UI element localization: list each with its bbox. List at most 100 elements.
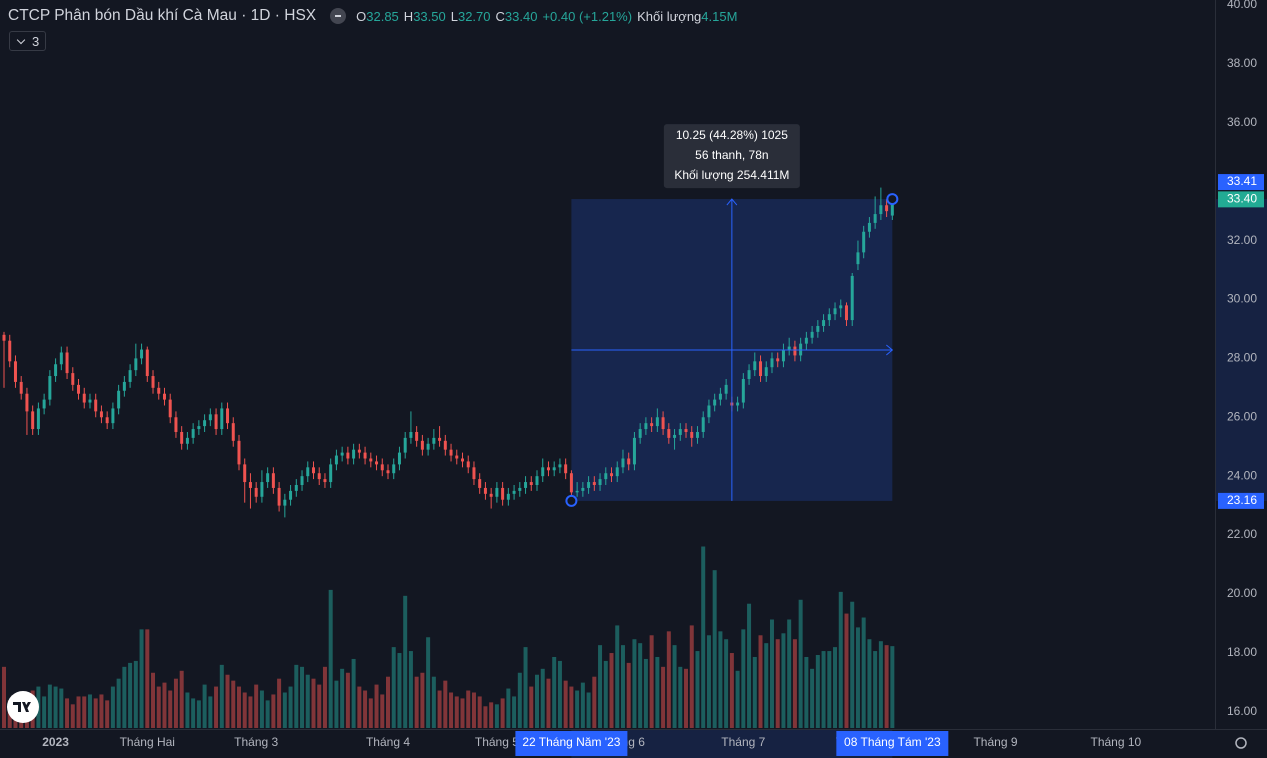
- candle-body: [185, 437, 189, 444]
- volume-bar: [747, 603, 752, 728]
- y-tick-label: 18.00: [1227, 645, 1257, 659]
- volume-bar: [368, 698, 373, 728]
- chevron: [16, 35, 26, 44]
- volume-bar: [431, 676, 436, 728]
- candle-body: [455, 455, 459, 459]
- ohlc-values: O32.85 H33.50 L32.70 C33.40: [356, 9, 542, 24]
- candle-body: [174, 417, 178, 432]
- volume-bar: [861, 617, 866, 728]
- volume-bar: [563, 680, 568, 728]
- volume-bar: [684, 668, 689, 728]
- candle-body: [197, 426, 201, 430]
- candle-body: [426, 443, 430, 450]
- candle-body: [369, 458, 373, 462]
- volume-bar: [93, 698, 98, 728]
- candle-body: [19, 381, 23, 394]
- candle-body: [541, 467, 545, 477]
- volume-bar: [460, 698, 465, 728]
- candle-body: [713, 399, 717, 406]
- volume-bar: [87, 694, 92, 728]
- measure-high-badge: [1218, 174, 1264, 191]
- indicators-toggle[interactable]: 3: [9, 31, 47, 51]
- candle-body: [403, 437, 407, 453]
- candle-body: [483, 487, 487, 494]
- volume-bar: [798, 599, 803, 728]
- volume-bar: [105, 700, 110, 728]
- volume-bar: [305, 674, 310, 728]
- candle-body: [512, 490, 516, 494]
- measure-high-badge-label: 33.41: [1227, 174, 1257, 188]
- candle-body: [524, 482, 528, 488]
- candle-body: [54, 364, 58, 377]
- candle-body: [741, 378, 745, 403]
- volume-bar: [815, 655, 820, 728]
- x-tick-label: Tháng 7: [721, 735, 765, 749]
- candle-body: [529, 482, 533, 485]
- candle-body: [558, 464, 562, 468]
- volume-bar: [833, 647, 838, 728]
- volume-bar: [408, 651, 413, 728]
- candle-body: [478, 479, 482, 488]
- y-tick-label: 24.00: [1227, 468, 1257, 482]
- candle-body: [575, 490, 579, 493]
- y-tick-label: 26.00: [1227, 409, 1257, 423]
- candle-body: [833, 308, 837, 315]
- volume-bar: [259, 690, 264, 728]
- candle-body: [695, 431, 699, 438]
- volume-bar: [334, 680, 339, 728]
- candle-body: [449, 449, 453, 456]
- candle-body: [71, 373, 75, 385]
- y-tick-label: 32.00: [1227, 233, 1257, 247]
- candle-body: [266, 473, 270, 483]
- candle-body: [810, 331, 814, 338]
- candle-body: [890, 199, 894, 216]
- volume-bar: [718, 631, 723, 728]
- candle-body: [231, 423, 235, 441]
- candle-body: [466, 461, 470, 468]
- volume-bar: [65, 698, 70, 728]
- candle-body: [867, 222, 871, 232]
- candle-body: [518, 487, 522, 491]
- volume-bar: [838, 591, 843, 728]
- y-tick-label: 16.00: [1227, 704, 1257, 718]
- candle-body: [99, 411, 103, 418]
- volume-bar: [792, 639, 797, 728]
- candle-body: [753, 361, 757, 371]
- symbol-title[interactable]: CTCP Phân bón Dầu khí Cà Mau · 1D · HSX: [8, 7, 317, 24]
- candle-body: [587, 482, 591, 488]
- measure-text: 56 thanh, 78n: [695, 148, 768, 162]
- candle-body: [392, 464, 396, 474]
- volume-bar: [529, 686, 534, 728]
- volume-bar: [764, 643, 769, 728]
- settings-icon[interactable]: [1235, 737, 1247, 749]
- volume-bar: [454, 696, 459, 728]
- candle-body: [610, 473, 614, 477]
- candle-body: [386, 470, 390, 474]
- volume-bar: [557, 660, 562, 728]
- volume-bar: [494, 704, 499, 728]
- y-tick-label: 38.00: [1227, 56, 1257, 70]
- ohlc-key: C: [495, 8, 505, 24]
- hide-button[interactable]: [330, 8, 347, 24]
- volume-bar: [483, 706, 488, 728]
- volume-bar: [575, 690, 580, 728]
- candle-body: [673, 434, 677, 438]
- volume-bar: [173, 678, 178, 728]
- candle-body: [638, 429, 642, 438]
- volume-bar: [890, 646, 895, 728]
- volume-bar: [615, 625, 620, 728]
- volume-bar: [489, 702, 494, 728]
- candle-body: [306, 467, 310, 477]
- volume-bar: [603, 660, 608, 728]
- candle-body: [203, 420, 207, 427]
- volume-bar: [328, 589, 333, 728]
- candle-body: [42, 399, 46, 409]
- volume-bar: [47, 684, 52, 728]
- volume-key: Khối lượng: [637, 8, 702, 24]
- candle-body: [827, 314, 831, 321]
- volume-bar: [385, 676, 390, 728]
- candle-body: [747, 370, 751, 379]
- candle-body: [363, 452, 367, 459]
- candle-body: [409, 431, 413, 438]
- volume-bar: [540, 668, 545, 728]
